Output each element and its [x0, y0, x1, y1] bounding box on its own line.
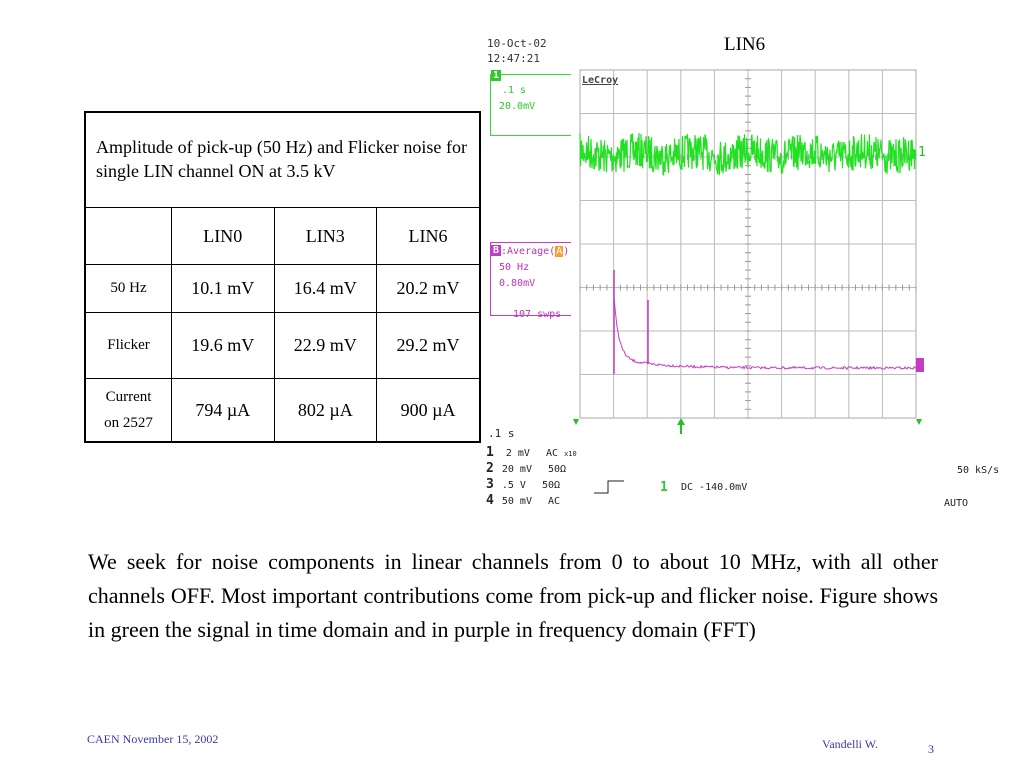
trace2-sweeps: 107 swps: [513, 309, 562, 320]
trace2-source: A: [555, 246, 564, 257]
timebase-readout: .1 s: [488, 427, 515, 440]
channel-coupling: AC: [548, 496, 561, 507]
row-label-current: Current on 2527: [84, 378, 172, 443]
channel-setting: 50 mV: [501, 496, 532, 507]
channel-row: 2 20 mV 50Ω: [486, 461, 566, 476]
table-caption: Amplitude of pick-up (50 Hz) and Flicker…: [84, 111, 481, 208]
table-cell: 16.4 mV: [273, 264, 378, 313]
trace2-info-box: [490, 242, 571, 316]
body-paragraph: We seek for noise components in linear c…: [88, 549, 938, 642]
channel-coupling: 50Ω: [541, 480, 561, 491]
channel-number: 2: [486, 461, 494, 476]
trigger-setting: DC -140.0mV: [681, 482, 748, 493]
channel-coupling: AC: [545, 448, 559, 459]
footer-date: CAEN November 15, 2002: [87, 732, 219, 746]
table-corner-cell: [84, 207, 172, 265]
table-cell: 900 µA: [376, 378, 481, 443]
footer-author: Vandelli W.: [822, 737, 878, 751]
trace1-right-marker: 1: [918, 145, 926, 160]
scope-date: 10-Oct-02: [487, 37, 547, 50]
fft-trace: [613, 296, 917, 371]
column-header-lin0: LIN0: [171, 207, 275, 265]
channel-number: 1: [486, 445, 494, 460]
table-cell: 19.6 mV: [171, 312, 275, 379]
channel-row: 3 .5 V 50Ω: [486, 477, 560, 492]
bottom-left-marker: [573, 419, 579, 425]
table-row: Current on 2527 794 µA 802 µA 900 µA: [84, 378, 481, 443]
trace2-marker: B: [491, 245, 502, 256]
table-cell: 794 µA: [171, 378, 275, 443]
trace2-function: :Average(A): [501, 246, 569, 257]
brand-logo: LeCroy: [582, 75, 619, 86]
table-cell: 20.2 mV: [376, 264, 481, 313]
channel-coupling: 50Ω: [548, 464, 567, 475]
time-domain-trace: [579, 132, 917, 176]
trigger-arrow-head: [677, 418, 685, 425]
table-cell: 10.1 mV: [171, 264, 275, 313]
row-label-current-line1: Current: [105, 389, 152, 405]
page-number: 3: [928, 742, 934, 756]
trace2-func: :Average(: [501, 246, 556, 257]
table-cell: 29.2 mV: [376, 312, 481, 379]
trace2-func-close: ): [563, 246, 570, 257]
scope-time: 12:47:21: [487, 52, 540, 65]
trace2-freq: 50 Hz: [499, 262, 530, 273]
trigger-mode: AUTO: [944, 498, 969, 509]
trace2-scale: 0.80mV: [499, 278, 536, 289]
sample-rate: 50 kS/s: [957, 465, 1000, 476]
channel-setting: 20 mV: [501, 464, 532, 475]
traceB-right-marker: [916, 358, 924, 372]
trace1-info-box: [490, 74, 571, 136]
scope-title: LIN6: [724, 34, 766, 55]
column-header-lin3: LIN3: [273, 207, 378, 265]
bottom-right-marker: [916, 419, 922, 425]
channel-setting: .5 V: [501, 480, 526, 491]
oscilloscope-screenshot: LIN6 10-Oct-02 12:47:21 1 .1 s 20.0mV B …: [482, 28, 999, 518]
row-label-current-line2: on 2527: [104, 415, 153, 431]
channel-setting: 2 mV: [505, 448, 530, 459]
column-header-lin6: LIN6: [376, 207, 481, 265]
table-row: 50 Hz 10.1 mV 16.4 mV 20.2 mV: [84, 264, 481, 313]
trigger-channel: 1: [660, 480, 668, 495]
channel-row: 4 50 mV AC: [486, 493, 560, 508]
row-label-50hz: 50 Hz: [84, 264, 172, 313]
noise-amplitude-table: Amplitude of pick-up (50 Hz) and Flicker…: [84, 111, 481, 443]
row-label-flicker: Flicker: [84, 312, 172, 379]
trace1-marker: 1: [491, 70, 502, 81]
trigger-edge-icon: [594, 480, 624, 494]
table-cell: 802 µA: [273, 378, 378, 443]
channel-row: 1 2 mV AC x10: [486, 445, 577, 460]
channel-number: 4: [486, 493, 494, 508]
trace1-timebase: .1 s: [502, 85, 527, 96]
table-row: Flicker 19.6 mV 22.9 mV 29.2 mV: [84, 312, 481, 379]
table-cell: 22.9 mV: [273, 312, 378, 379]
channel-extra: x10: [564, 450, 577, 458]
trace1-scale: 20.0mV: [499, 101, 536, 112]
scope-timestamp: 10-Oct-02 12:47:21: [487, 36, 547, 66]
scope-display: 1: [573, 69, 926, 494]
channel-number: 3: [486, 477, 494, 492]
